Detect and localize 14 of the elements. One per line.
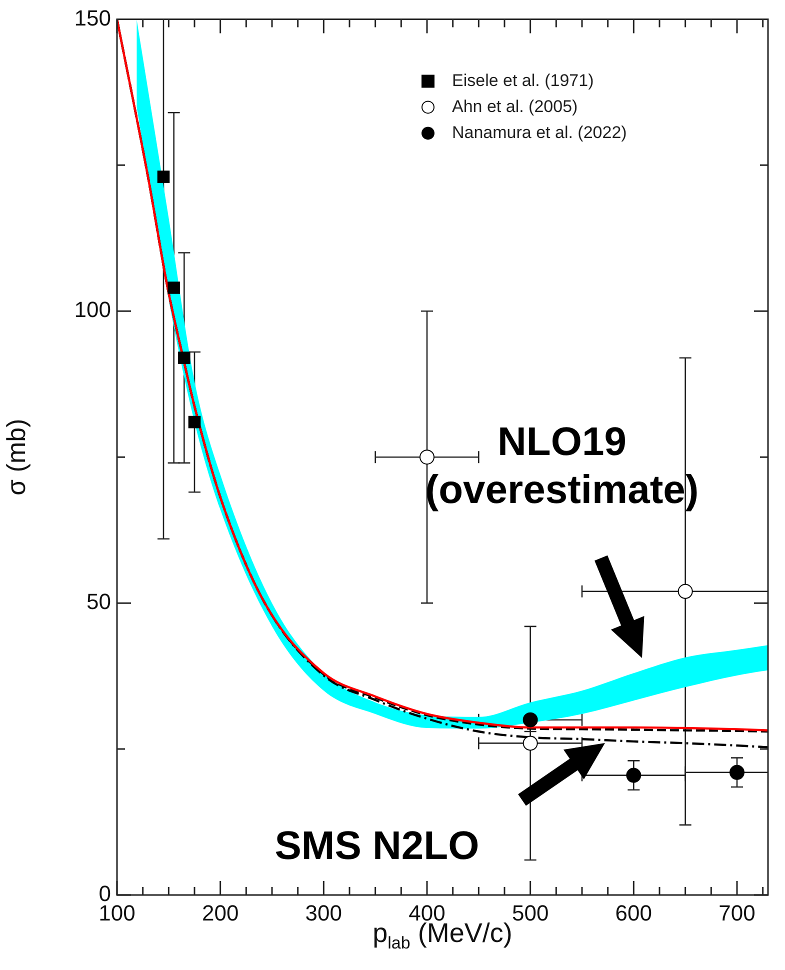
- x-tick-label: 300: [305, 900, 342, 926]
- y-tick-label: 100: [74, 297, 111, 322]
- x-tick-label: 700: [718, 900, 756, 926]
- y-tick-label: 150: [74, 5, 111, 30]
- annotation: SMS N2LO: [274, 823, 480, 870]
- x-tick-label: 500: [512, 900, 549, 926]
- x-tick-label: 600: [615, 900, 652, 926]
- y-axis-title: σ (mb): [0, 418, 31, 496]
- y-tick-label: 50: [86, 589, 111, 614]
- x-tick-label: 200: [202, 900, 239, 926]
- legend-label: Nanamura et al. (2022): [452, 122, 627, 142]
- y-tick-label: 0: [98, 881, 111, 906]
- legend-label: Eisele et al. (1971): [452, 70, 594, 90]
- legend-label: Ahn et al. (2005): [452, 96, 578, 116]
